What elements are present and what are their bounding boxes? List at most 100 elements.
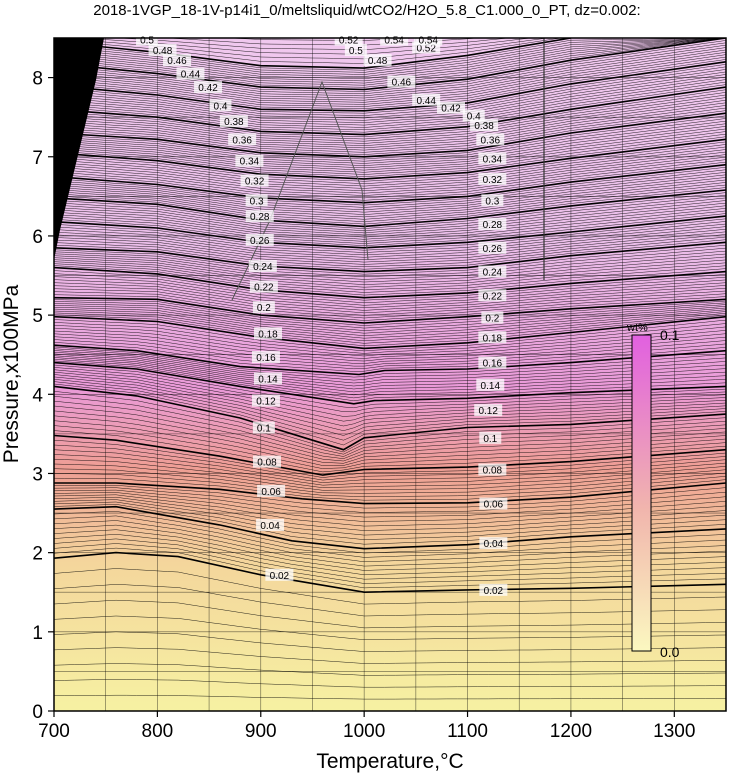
minor-contour-line <box>54 694 726 700</box>
contour-label-bg <box>470 119 499 132</box>
colorbar-gradient <box>631 334 652 652</box>
contour-label-bg <box>209 99 232 112</box>
contour-label: 0.48 <box>368 56 388 67</box>
minor-contour-line <box>54 282 726 311</box>
minor-contour-line <box>54 391 726 453</box>
minor-contour-line <box>54 487 726 513</box>
contour-label-bg <box>235 154 264 167</box>
contour-label: 0.38 <box>474 121 494 132</box>
minor-contour-line <box>54 468 726 494</box>
colorbar: wt% 0.1 0.0 <box>626 322 680 660</box>
minor-contour-line <box>54 99 726 146</box>
minor-contour-line <box>54 263 726 293</box>
minor-contour-line <box>54 221 726 253</box>
contour-label-bg <box>252 455 281 468</box>
contour-label: 0.28 <box>250 212 270 223</box>
minor-contour-line <box>54 194 726 231</box>
contour-label-bg <box>476 133 505 146</box>
minor-contour-line <box>54 310 726 342</box>
colorbar-max-label: 0.1 <box>660 327 680 343</box>
minor-contour-line <box>54 213 726 246</box>
minor-contour-line <box>54 584 726 617</box>
minor-contour-line <box>54 228 726 260</box>
minor-contour-line <box>54 89 726 138</box>
contour-label-bg <box>478 265 507 278</box>
minor-contour-line <box>54 110 726 155</box>
minor-contour-line <box>54 353 726 390</box>
minor-contour-line <box>54 308 726 339</box>
minor-contour-line <box>54 174 726 213</box>
minor-contour-line <box>54 511 726 554</box>
contour-label-bg <box>478 241 507 254</box>
contour-label-bg <box>478 172 507 185</box>
minor-contour-line <box>54 120 726 164</box>
minor-contour-line <box>54 154 726 194</box>
contour-label-bg <box>476 378 505 391</box>
contour-label: 0.22 <box>254 283 274 294</box>
minor-contour-line <box>54 547 726 589</box>
minor-contour-line <box>54 42 726 94</box>
contour-label-bg <box>344 43 367 56</box>
minor-contour-line <box>54 279 726 309</box>
minor-contour-line <box>54 92 726 140</box>
contour-label: 0.4 <box>467 112 481 123</box>
minor-contour-line <box>54 458 726 488</box>
contour-label: 0.5 <box>140 36 154 47</box>
minor-contour-line <box>54 543 726 584</box>
minor-contour-line <box>54 489 726 518</box>
x-tick-label: 1000 <box>343 721 385 742</box>
contour-label-bg <box>479 537 508 550</box>
minor-contour-line <box>54 534 726 576</box>
minor-contour-line <box>54 69 726 119</box>
minor-contour-line <box>54 383 726 446</box>
minor-contour-line <box>54 327 726 359</box>
minor-contour-line <box>54 288 726 316</box>
contour-label: 0.34 <box>240 157 260 168</box>
minor-contour-line <box>54 202 726 238</box>
contour-label-bg <box>251 394 280 407</box>
minor-contour-line <box>54 285 726 314</box>
contour-label: 0.54 <box>384 36 404 47</box>
contour-label-bg <box>245 194 268 207</box>
minor-contour-line <box>54 182 726 220</box>
contour-label-bg <box>436 101 465 114</box>
contour-label: 0.02 <box>270 571 290 582</box>
minor-contour-line <box>54 496 726 531</box>
minor-contour-line <box>54 430 726 473</box>
minor-contour-line <box>54 477 726 501</box>
contour-label-bg <box>254 327 283 340</box>
minor-contour-line <box>54 141 726 182</box>
minor-contour-line <box>54 64 726 114</box>
minor-contour-line <box>54 367 726 413</box>
contour-label: 0.54 <box>419 36 439 47</box>
minor-contour-line <box>116 38 511 50</box>
contour-label-bg <box>478 218 507 231</box>
contour-label: 0.42 <box>198 83 218 94</box>
minor-contour-line <box>54 374 726 427</box>
minor-contour-line <box>54 325 726 357</box>
minor-contour-line <box>54 357 726 396</box>
minor-contour-line <box>54 59 726 109</box>
minor-contour-line <box>54 538 726 580</box>
minor-contour-line <box>54 126 726 169</box>
contour-label-bg <box>479 583 508 596</box>
y-tick-label: 6 <box>32 227 43 248</box>
contour-label-bg <box>249 280 278 293</box>
minor-contour-line <box>54 47 726 99</box>
contour-label-bg <box>251 351 280 364</box>
minor-contour-line <box>54 520 726 563</box>
x-tick-label: 800 <box>142 721 174 742</box>
minor-contour-line <box>54 177 726 215</box>
minor-contour-line <box>54 568 726 605</box>
minor-contour-line <box>54 244 726 275</box>
minor-contour-line <box>54 256 726 285</box>
contour-label: 0.5 <box>349 46 363 57</box>
minor-contour-line <box>54 336 726 367</box>
contour-label-bg <box>257 484 286 497</box>
minor-contour-line <box>54 161 726 201</box>
y-tick-label: 2 <box>32 544 43 565</box>
contour-label-bg <box>240 174 269 187</box>
contour-label: 0.16 <box>256 353 276 364</box>
minor-contour-line <box>54 84 726 133</box>
major-contour-line <box>54 505 726 550</box>
